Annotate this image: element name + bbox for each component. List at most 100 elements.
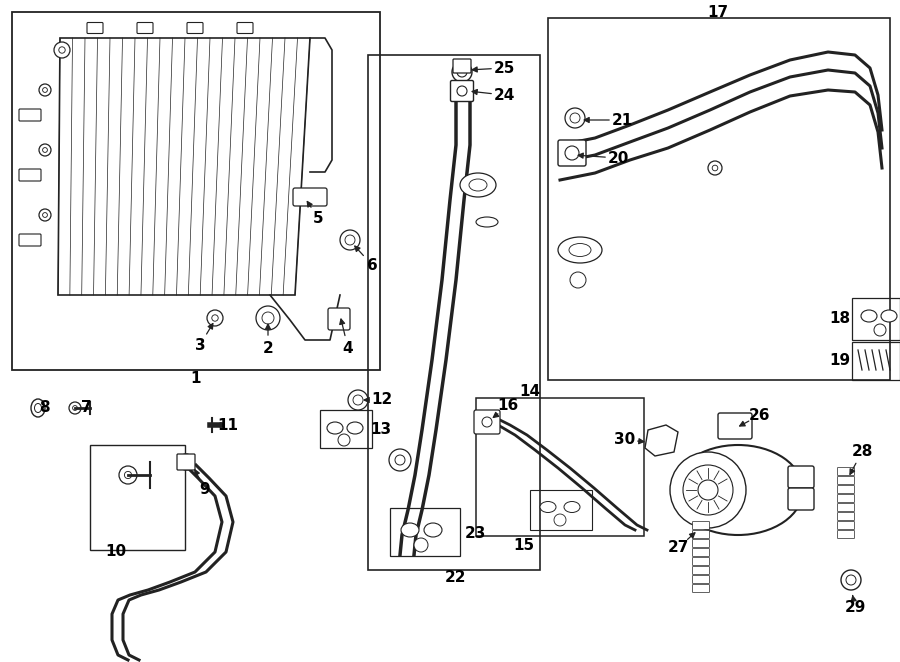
Circle shape xyxy=(178,454,194,470)
FancyBboxPatch shape xyxy=(838,477,854,485)
Ellipse shape xyxy=(31,399,45,417)
Circle shape xyxy=(348,390,368,410)
Circle shape xyxy=(565,108,585,128)
FancyBboxPatch shape xyxy=(237,23,253,34)
Ellipse shape xyxy=(476,217,498,227)
FancyBboxPatch shape xyxy=(838,485,854,493)
FancyBboxPatch shape xyxy=(692,549,709,557)
FancyBboxPatch shape xyxy=(838,495,854,502)
Circle shape xyxy=(73,406,77,410)
Text: 1: 1 xyxy=(191,371,202,385)
Circle shape xyxy=(39,144,51,156)
Text: 18: 18 xyxy=(830,310,850,326)
Circle shape xyxy=(42,148,48,152)
Bar xyxy=(476,398,644,536)
Circle shape xyxy=(846,575,856,585)
Circle shape xyxy=(570,113,580,123)
Ellipse shape xyxy=(345,235,355,245)
Circle shape xyxy=(54,42,70,58)
Text: 17: 17 xyxy=(707,5,729,19)
FancyBboxPatch shape xyxy=(19,169,41,181)
Text: 9: 9 xyxy=(200,483,211,498)
Text: 23: 23 xyxy=(464,526,486,540)
Circle shape xyxy=(42,213,48,217)
FancyBboxPatch shape xyxy=(177,454,195,470)
Text: 15: 15 xyxy=(513,538,535,553)
FancyBboxPatch shape xyxy=(838,512,854,520)
Circle shape xyxy=(119,466,137,484)
Text: 3: 3 xyxy=(194,338,205,352)
Circle shape xyxy=(554,514,566,526)
FancyBboxPatch shape xyxy=(838,467,854,475)
Text: 20: 20 xyxy=(608,150,629,166)
Circle shape xyxy=(39,209,51,221)
Text: 29: 29 xyxy=(844,600,866,616)
Ellipse shape xyxy=(881,310,897,322)
Polygon shape xyxy=(58,38,310,295)
FancyBboxPatch shape xyxy=(692,540,709,547)
Circle shape xyxy=(565,146,579,160)
Circle shape xyxy=(58,47,65,53)
Ellipse shape xyxy=(34,404,41,412)
FancyBboxPatch shape xyxy=(718,413,752,439)
FancyBboxPatch shape xyxy=(692,530,709,538)
Ellipse shape xyxy=(558,237,602,263)
Ellipse shape xyxy=(256,306,280,330)
Bar xyxy=(852,298,900,340)
FancyBboxPatch shape xyxy=(474,410,500,434)
Circle shape xyxy=(338,434,350,446)
Bar xyxy=(530,490,592,530)
Text: 6: 6 xyxy=(366,258,377,273)
Ellipse shape xyxy=(327,422,343,434)
Text: 27: 27 xyxy=(667,540,688,555)
Ellipse shape xyxy=(861,310,877,322)
Circle shape xyxy=(212,315,218,321)
Circle shape xyxy=(124,471,131,479)
Text: 24: 24 xyxy=(493,87,515,103)
Text: 13: 13 xyxy=(371,422,392,438)
FancyBboxPatch shape xyxy=(558,140,586,166)
Circle shape xyxy=(414,538,428,552)
Ellipse shape xyxy=(401,523,419,537)
FancyBboxPatch shape xyxy=(137,23,153,34)
Circle shape xyxy=(457,67,467,77)
FancyBboxPatch shape xyxy=(838,504,854,512)
Text: 12: 12 xyxy=(372,393,392,408)
Ellipse shape xyxy=(340,230,360,250)
FancyBboxPatch shape xyxy=(692,585,709,592)
Circle shape xyxy=(683,465,733,515)
FancyBboxPatch shape xyxy=(692,557,709,565)
Bar xyxy=(852,342,900,380)
Text: 14: 14 xyxy=(519,385,541,399)
Bar xyxy=(90,445,185,550)
Ellipse shape xyxy=(460,173,496,197)
Ellipse shape xyxy=(424,523,442,537)
Circle shape xyxy=(874,324,886,336)
Ellipse shape xyxy=(569,244,591,256)
Ellipse shape xyxy=(540,502,556,512)
Bar xyxy=(12,12,380,370)
FancyBboxPatch shape xyxy=(838,530,854,538)
Circle shape xyxy=(457,86,467,96)
FancyBboxPatch shape xyxy=(692,522,709,530)
Text: 10: 10 xyxy=(105,545,127,559)
FancyBboxPatch shape xyxy=(293,188,327,206)
Circle shape xyxy=(207,310,223,326)
Circle shape xyxy=(708,161,722,175)
FancyBboxPatch shape xyxy=(451,81,473,101)
Text: 4: 4 xyxy=(343,340,354,355)
Bar xyxy=(368,55,540,570)
FancyBboxPatch shape xyxy=(87,23,103,34)
Circle shape xyxy=(670,452,746,528)
FancyBboxPatch shape xyxy=(187,23,203,34)
Circle shape xyxy=(841,570,861,590)
FancyBboxPatch shape xyxy=(328,308,350,330)
FancyBboxPatch shape xyxy=(788,466,814,488)
Ellipse shape xyxy=(262,312,274,324)
Circle shape xyxy=(353,395,363,405)
FancyBboxPatch shape xyxy=(19,109,41,121)
FancyBboxPatch shape xyxy=(19,234,41,246)
FancyBboxPatch shape xyxy=(788,488,814,510)
Text: 22: 22 xyxy=(445,571,466,585)
Ellipse shape xyxy=(564,502,580,512)
